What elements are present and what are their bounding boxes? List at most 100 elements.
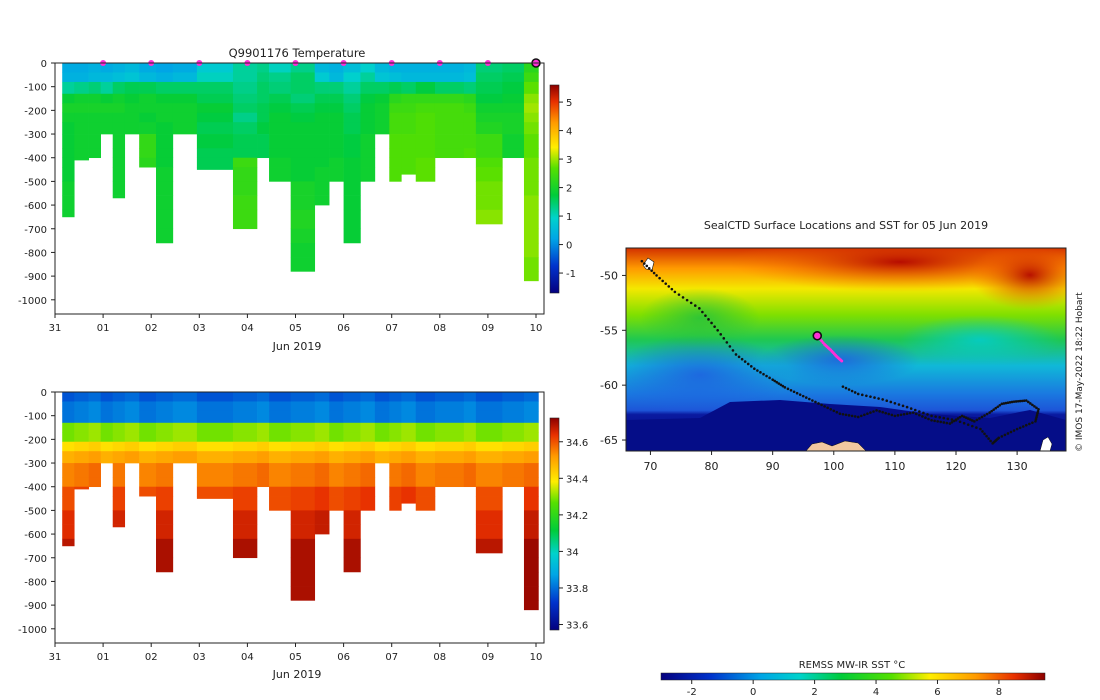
- temperature-cell: [62, 72, 75, 83]
- salinity-cell: [232, 486, 258, 497]
- y-tick-label: -800: [24, 248, 47, 259]
- track-dot: [942, 421, 946, 424]
- lon-tick-label: 90: [766, 460, 780, 473]
- track-dot: [938, 416, 942, 419]
- y-tick-label: -400: [24, 154, 47, 165]
- temperature-cell: [523, 157, 539, 168]
- temperature-axes-frame: [54, 62, 545, 315]
- temperature-cells: [62, 63, 539, 282]
- temperature-cell: [314, 72, 330, 83]
- temperature-cell: [401, 112, 417, 123]
- track-dot: [804, 396, 808, 399]
- track-dot: [756, 369, 759, 372]
- track-dot: [1035, 406, 1038, 410]
- lon-tick-label: 110: [884, 460, 905, 473]
- track-dot: [1018, 426, 1022, 430]
- temperature-cell: [290, 81, 316, 95]
- track-dot: [795, 391, 799, 395]
- track-dot: [746, 362, 750, 366]
- track-dot: [844, 413, 848, 417]
- track-dot: [693, 304, 697, 307]
- temperature-cell: [523, 81, 539, 95]
- salinity-cell: [314, 422, 330, 433]
- temperature-cell: [463, 93, 477, 104]
- temperature-cell: [290, 228, 316, 244]
- salinity-cell: [290, 524, 316, 540]
- salinity-cell: [196, 441, 234, 452]
- temperature-cell: [74, 103, 89, 114]
- salinity-cell: [62, 392, 75, 402]
- salinity-cell: [139, 486, 157, 497]
- temperature-cell: [434, 63, 465, 73]
- salinity-xlabel: Jun 2019: [272, 668, 322, 681]
- temperature-cell: [139, 63, 157, 73]
- map-title: SealCTD Surface Locations and SST for 05…: [704, 219, 988, 232]
- salinity-cell: [139, 401, 157, 412]
- salinity-cell: [156, 538, 174, 559]
- salinity-cell: [475, 477, 503, 488]
- temperature-cell: [401, 103, 417, 114]
- salinity-cell: [415, 463, 436, 478]
- temperature-cell: [290, 93, 316, 104]
- salinity-cell: [88, 463, 101, 478]
- salinity-cell: [475, 486, 503, 497]
- x-tick-label: 09: [482, 652, 495, 663]
- colorbar-tick-label: 34: [566, 547, 579, 558]
- salinity-cell: [401, 477, 417, 488]
- temperature-cell: [329, 103, 344, 114]
- track-dot: [914, 412, 918, 416]
- temperature-cell: [475, 122, 503, 135]
- salinity-cell: [112, 441, 126, 452]
- salinity-cell: [112, 496, 126, 511]
- track-dot: [773, 379, 777, 383]
- temperature-cell: [62, 148, 75, 159]
- temperature-cell: [389, 72, 402, 83]
- x-tick-label: 10: [530, 652, 543, 663]
- track-dot: [950, 418, 954, 421]
- salinity-cell: [232, 496, 258, 511]
- temperature-cell: [290, 257, 316, 272]
- temperature-cell: [389, 103, 402, 114]
- salinity-cell: [269, 392, 291, 402]
- temperature-cell: [88, 81, 101, 95]
- salinity-cell: [196, 451, 234, 464]
- temperature-cell: [88, 134, 101, 149]
- salinity-cell: [415, 477, 436, 488]
- salinity-cell: [74, 451, 89, 464]
- temperature-cell: [112, 181, 126, 196]
- temperature-cell: [401, 148, 417, 159]
- salinity-cell: [112, 477, 126, 488]
- track-dot: [960, 414, 964, 418]
- temperature-cell: [290, 134, 316, 149]
- salinity-cell: [257, 463, 270, 478]
- salinity-cell: [389, 422, 402, 433]
- temperature-cell: [343, 81, 361, 95]
- salinity-cell: [156, 510, 174, 525]
- salinity-cell: [314, 477, 330, 488]
- track-dot: [901, 404, 905, 408]
- salinity-cell: [139, 410, 157, 424]
- temperature-cell: [196, 72, 234, 83]
- temperature-cell: [88, 63, 101, 73]
- track-dot: [983, 432, 986, 436]
- temperature-title: Q9901176 Temperature: [229, 46, 366, 60]
- temperature-cell: [329, 157, 344, 168]
- salinity-cell: [290, 432, 316, 443]
- temperature-cell: [62, 209, 75, 218]
- temperature-cell: [314, 81, 330, 95]
- temperature-cell: [232, 134, 258, 149]
- temperature-cell: [232, 63, 258, 73]
- track-dot: [1034, 418, 1038, 421]
- track-dot: [866, 412, 869, 415]
- temperature-cell: [172, 103, 198, 114]
- track-dot: [707, 318, 710, 321]
- lon-tick-label: 120: [946, 460, 967, 473]
- salinity-section-panel: 0 -100 -200 -300 -400 -500 -600 -700 -800 -900 -10…: [18, 388, 588, 681]
- salinity-cell: [62, 510, 75, 525]
- track-dot: [777, 382, 781, 385]
- colorbar-tick-label: 33.6: [566, 621, 588, 632]
- temperature-cell: [156, 63, 174, 73]
- salinity-cell: [502, 451, 525, 464]
- temperature-cell: [360, 157, 376, 168]
- track-dot: [881, 398, 884, 401]
